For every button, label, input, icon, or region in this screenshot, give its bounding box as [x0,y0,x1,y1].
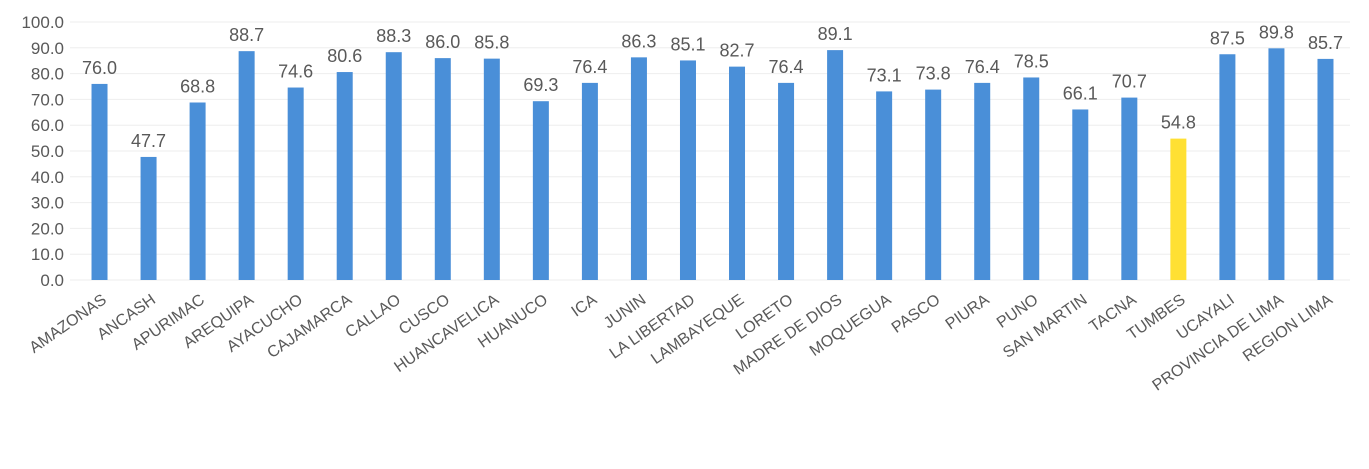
data-label: 80.6 [327,46,362,66]
bar [925,89,942,280]
x-category-label: PIURA [943,291,993,333]
x-category-label: SAN MARTIN [1000,291,1090,361]
bar [630,57,647,280]
y-tick-label: 50.0 [31,142,64,161]
y-tick-label: 100.0 [21,13,64,32]
y-tick-label: 20.0 [31,219,64,238]
data-label: 82.7 [719,41,754,61]
data-label: 54.8 [1161,113,1196,133]
bar [434,58,451,281]
data-label: 66.1 [1063,83,1098,103]
data-label: 88.7 [229,25,264,45]
data-label: 73.1 [867,65,902,85]
data-label: 85.7 [1308,33,1343,53]
bar [336,72,353,280]
bar [1170,138,1187,280]
bar [189,102,206,280]
y-tick-label: 0.0 [40,271,64,290]
data-label: 68.8 [180,76,215,96]
x-category-label: PASCO [889,291,944,336]
bar [827,50,844,280]
data-labels: 76.0 47.7 68.8 88.7 74.6 80.6 88.3 86.0 85.8 69.3… [82,22,1343,151]
bar [581,82,598,280]
data-label: 89.8 [1259,22,1294,42]
y-axis-tick-labels: 0.0 10.0 20.0 30.0 40.0 50.0 60.0 70.0 80.0 90.0 1… [21,13,64,290]
y-tick-label: 30.0 [31,194,64,213]
bar [1268,48,1285,280]
data-label: 89.1 [818,24,853,44]
y-tick-label: 90.0 [31,39,64,58]
data-label: 70.7 [1112,72,1147,92]
data-label: 78.5 [1014,51,1049,71]
bar [1023,77,1040,280]
data-label: 85.8 [474,33,509,53]
data-label: 47.7 [131,131,166,151]
bar [876,91,893,280]
bar [483,58,500,280]
data-label: 76.0 [82,58,117,78]
bar [140,156,157,280]
data-label: 73.8 [916,64,951,84]
data-label: 74.6 [278,62,313,82]
x-category-label: AMAZONAS [27,291,110,356]
bar [679,60,696,280]
bar [287,87,304,280]
bar [385,52,402,280]
data-label: 86.0 [425,32,460,52]
bar [778,82,795,280]
data-label: 85.1 [670,34,705,54]
y-tick-label: 10.0 [31,245,64,264]
data-label: 88.3 [376,26,411,46]
bar [1072,109,1089,280]
x-category-label: CAJAMARCA [264,291,355,362]
bar [532,101,549,281]
bar [1317,58,1334,281]
x-category-label: ICA [569,291,601,320]
bar [729,66,746,280]
bar [91,83,108,280]
bar [974,82,991,280]
data-label: 69.3 [523,75,558,95]
x-axis-category-labels: AMAZONASANCASHAPURIMACAREQUIPAAYACUCHOCA… [27,291,1337,394]
bar [1219,54,1236,280]
x-category-label: REGION LIMA [1240,291,1336,365]
y-tick-label: 40.0 [31,168,64,187]
data-label: 87.5 [1210,28,1245,48]
bar [1121,97,1138,281]
gridlines [70,21,1350,281]
data-label: 76.4 [769,57,804,77]
bar [238,51,255,281]
x-category-label: CALLAO [343,291,404,341]
bars [91,48,1334,281]
y-tick-label: 60.0 [31,116,64,135]
data-label: 76.4 [965,57,1000,77]
y-tick-label: 70.0 [31,90,64,109]
data-label: 76.4 [572,57,607,77]
y-tick-label: 80.0 [31,65,64,84]
data-label: 86.3 [621,31,656,51]
